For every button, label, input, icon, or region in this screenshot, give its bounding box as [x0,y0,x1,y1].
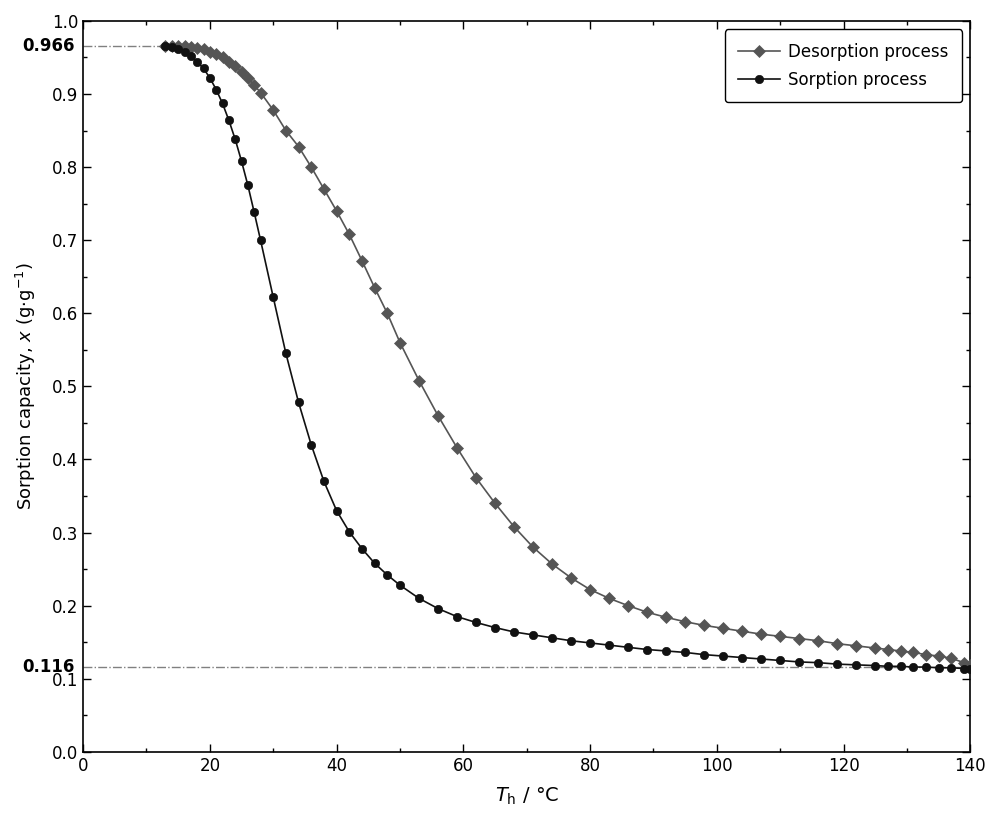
Desorption process [255,88,267,98]
Sorption process [964,663,976,673]
Line: Desorption process: Desorption process [161,42,974,669]
Sorption process [255,236,267,245]
Sorption process [305,440,317,450]
Y-axis label: Sorption capacity, $x$ (g·g$^{-1}$): Sorption capacity, $x$ (g·g$^{-1}$) [14,263,38,510]
Sorption process [223,116,235,126]
Line: Sorption process: Sorption process [161,42,974,672]
Sorption process [603,640,615,650]
Sorption process [159,41,171,51]
Sorption process [958,663,970,673]
Desorption process [964,660,976,670]
Desorption process [159,41,171,51]
Desorption process [223,57,235,67]
X-axis label: $T_{\mathrm{h}}$ / °C: $T_{\mathrm{h}}$ / °C [495,786,559,807]
Desorption process [280,126,292,135]
Text: 0.116: 0.116 [22,658,75,676]
Legend: Desorption process, Sorption process: Desorption process, Sorption process [725,30,962,102]
Text: 0.966: 0.966 [22,37,75,55]
Sorption process [318,476,330,486]
Sorption process [280,349,292,359]
Desorption process [318,184,330,194]
Desorption process [603,594,615,603]
Desorption process [305,163,317,172]
